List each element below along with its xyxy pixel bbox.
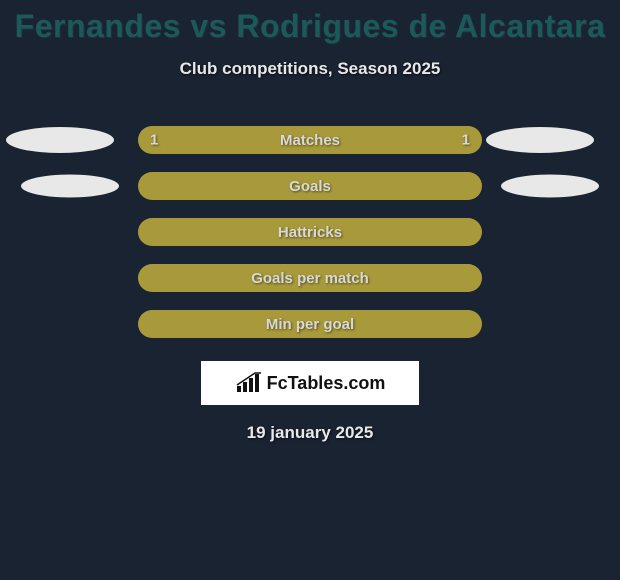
right-value: 1 bbox=[462, 132, 470, 149]
stat-bar: Goals bbox=[138, 172, 482, 200]
right-ellipse bbox=[486, 127, 594, 153]
date-text: 19 january 2025 bbox=[0, 423, 620, 443]
logo-box: FcTables.com bbox=[201, 361, 419, 405]
stat-bar: Min per goal bbox=[138, 310, 482, 338]
row-hattricks: Hattricks bbox=[0, 209, 620, 255]
stat-bar: Goals per match bbox=[138, 264, 482, 292]
comparison-rows: 1 Matches 1 Goals Hattricks Goals per ma… bbox=[0, 117, 620, 347]
logo-icon bbox=[235, 372, 263, 394]
bar-label: Hattricks bbox=[278, 224, 342, 241]
row-min-per-goal: Min per goal bbox=[0, 301, 620, 347]
logo-text: FcTables.com bbox=[267, 373, 386, 394]
left-ellipse bbox=[6, 127, 114, 153]
right-ellipse bbox=[501, 175, 599, 198]
bar-label: Matches bbox=[280, 132, 340, 149]
row-goals: Goals bbox=[0, 163, 620, 209]
stat-bar: Hattricks bbox=[138, 218, 482, 246]
row-goals-per-match: Goals per match bbox=[0, 255, 620, 301]
bar-label: Goals bbox=[289, 178, 331, 195]
logo: FcTables.com bbox=[235, 372, 386, 394]
left-ellipse bbox=[21, 175, 119, 198]
bar-label: Min per goal bbox=[266, 316, 354, 333]
left-value: 1 bbox=[150, 132, 158, 149]
subtitle: Club competitions, Season 2025 bbox=[0, 59, 620, 79]
row-matches: 1 Matches 1 bbox=[0, 117, 620, 163]
page-title: Fernandes vs Rodrigues de Alcantara bbox=[0, 0, 620, 45]
bar-label: Goals per match bbox=[251, 270, 369, 287]
stat-bar: 1 Matches 1 bbox=[138, 126, 482, 154]
